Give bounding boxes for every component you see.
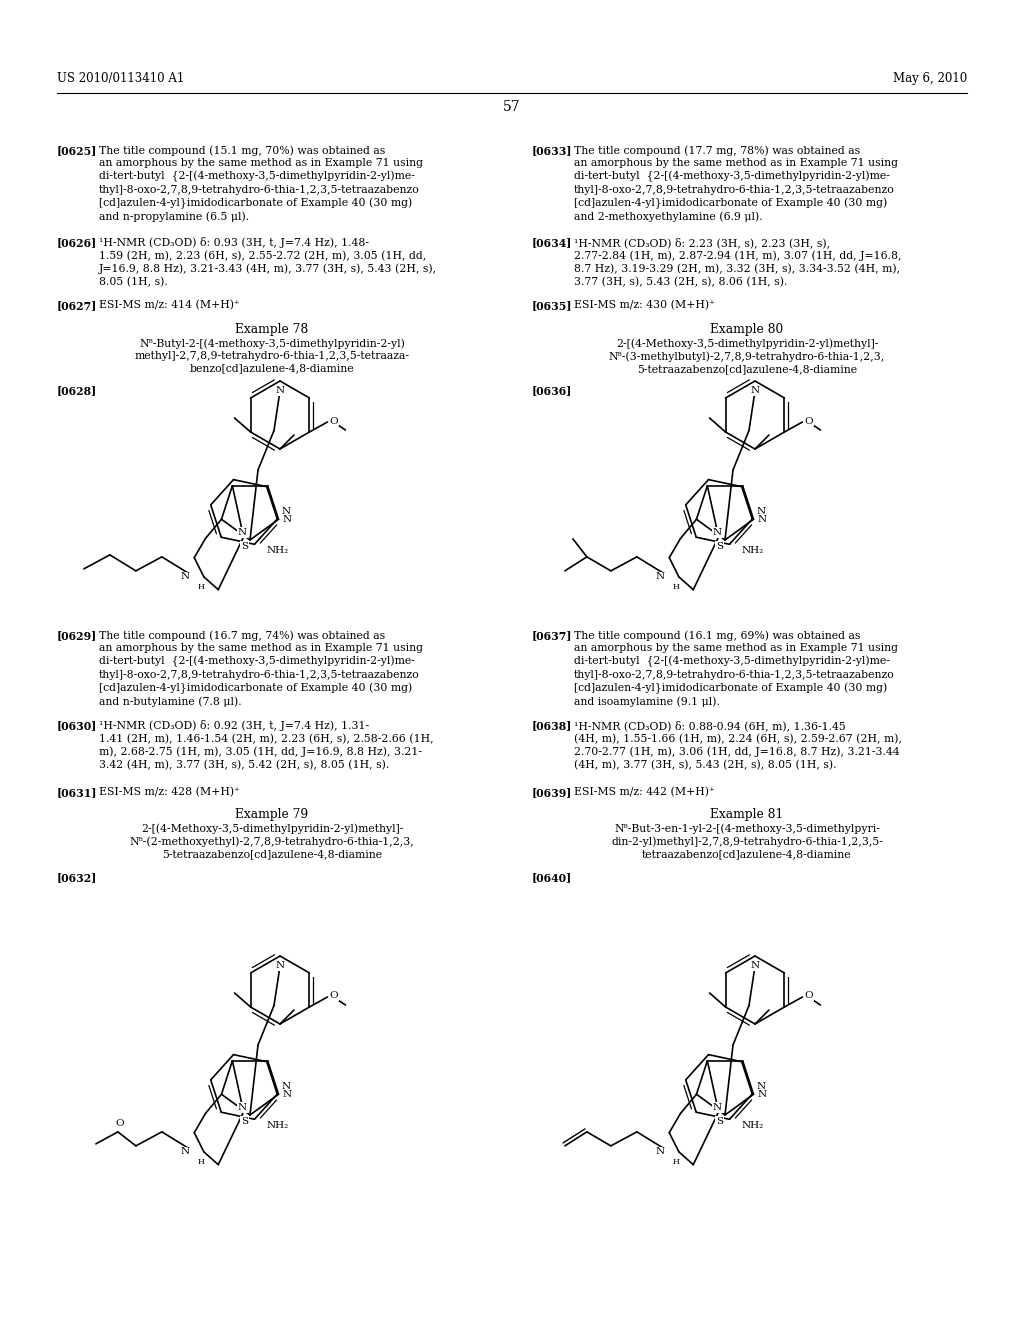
Text: [0637]: [0637] (532, 630, 572, 642)
Text: [0626]: [0626] (57, 238, 97, 248)
Text: [0635]: [0635] (532, 300, 572, 312)
Text: N: N (181, 573, 189, 581)
Text: Example 81: Example 81 (711, 808, 783, 821)
Text: N: N (757, 1082, 766, 1092)
Text: S: S (716, 1117, 723, 1126)
Text: S: S (241, 1117, 248, 1126)
Text: [0640]: [0640] (532, 873, 572, 883)
Text: N: N (757, 515, 766, 524)
Text: N: N (655, 1147, 665, 1156)
Text: [0638]: [0638] (532, 719, 572, 731)
Text: N: N (238, 1104, 247, 1111)
Text: H: H (673, 583, 680, 591)
Text: ¹H-NMR (CD₃OD) δ: 0.93 (3H, t, J=7.4 Hz), 1.48-
1.59 (2H, m), 2.23 (6H, s), 2.55: ¹H-NMR (CD₃OD) δ: 0.93 (3H, t, J=7.4 Hz)… (99, 238, 437, 288)
Text: N: N (751, 385, 760, 395)
Text: [0631]: [0631] (57, 787, 97, 799)
Text: NH₂: NH₂ (741, 1121, 764, 1130)
Text: S: S (716, 543, 723, 550)
Text: 2-[(4-Methoxy-3,5-dimethylpyridin-2-yl)methyl]-
N⁸-(3-methylbutyl)-2,7,8,9-tetra: 2-[(4-Methoxy-3,5-dimethylpyridin-2-yl)m… (609, 338, 885, 375)
Text: O: O (330, 991, 338, 1001)
Text: N: N (757, 1089, 766, 1098)
Text: N: N (655, 573, 665, 581)
Text: ¹H-NMR (CD₃OD) δ: 0.88-0.94 (6H, m), 1.36-1.45
(4H, m), 1.55-1.66 (1H, m), 2.24 : ¹H-NMR (CD₃OD) δ: 0.88-0.94 (6H, m), 1.3… (574, 719, 902, 770)
Text: S: S (241, 543, 248, 550)
Text: The title compound (15.1 mg, 70%) was obtained as
an amorphous by the same metho: The title compound (15.1 mg, 70%) was ob… (99, 145, 423, 222)
Text: [0633]: [0633] (532, 145, 572, 156)
Text: N: N (713, 528, 722, 537)
Text: N: N (282, 1082, 291, 1092)
Text: Example 80: Example 80 (711, 323, 783, 337)
Text: The title compound (16.1 mg, 69%) was obtained as
an amorphous by the same metho: The title compound (16.1 mg, 69%) was ob… (574, 630, 898, 708)
Text: O: O (805, 991, 813, 1001)
Text: N: N (283, 515, 292, 524)
Text: May 6, 2010: May 6, 2010 (893, 73, 967, 84)
Text: The title compound (16.7 mg, 74%) was obtained as
an amorphous by the same metho: The title compound (16.7 mg, 74%) was ob… (99, 630, 423, 708)
Text: [0625]: [0625] (57, 145, 97, 156)
Text: ESI-MS m/z: 414 (M+H)⁺: ESI-MS m/z: 414 (M+H)⁺ (99, 300, 240, 310)
Text: N⁸-Butyl-2-[(4-methoxy-3,5-dimethylpyridin-2-yl)
methyl]-2,7,8,9-tetrahydro-6-th: N⁸-Butyl-2-[(4-methoxy-3,5-dimethylpyrid… (134, 338, 410, 374)
Text: [0639]: [0639] (532, 787, 572, 799)
Text: H: H (673, 1158, 680, 1166)
Text: N⁸-But-3-en-1-yl-2-[(4-methoxy-3,5-dimethylpyri-
din-2-yl)methyl]-2,7,8,9-tetrah: N⁸-But-3-en-1-yl-2-[(4-methoxy-3,5-dimet… (611, 822, 883, 859)
Text: O: O (116, 1119, 124, 1127)
Text: [0636]: [0636] (532, 385, 572, 396)
Text: [0628]: [0628] (57, 385, 97, 396)
Text: O: O (805, 417, 813, 425)
Text: [0629]: [0629] (57, 630, 97, 642)
Text: NH₂: NH₂ (741, 546, 764, 556)
Text: N: N (282, 507, 291, 516)
Text: Example 78: Example 78 (236, 323, 308, 337)
Text: N: N (757, 507, 766, 516)
Text: NH₂: NH₂ (266, 546, 289, 556)
Text: [0627]: [0627] (57, 300, 97, 312)
Text: N: N (751, 961, 760, 970)
Text: N: N (275, 961, 285, 970)
Text: [0632]: [0632] (57, 873, 97, 883)
Text: ¹H-NMR (CD₃OD) δ: 2.23 (3H, s), 2.23 (3H, s),
2.77-2.84 (1H, m), 2.87-2.94 (1H, : ¹H-NMR (CD₃OD) δ: 2.23 (3H, s), 2.23 (3H… (574, 238, 901, 288)
Text: H: H (198, 1158, 205, 1166)
Text: [0634]: [0634] (532, 238, 572, 248)
Text: N: N (238, 528, 247, 537)
Text: N: N (275, 385, 285, 395)
Text: ¹H-NMR (CD₃OD) δ: 0.92 (3H, t, J=7.4 Hz), 1.31-
1.41 (2H, m), 1.46-1.54 (2H, m),: ¹H-NMR (CD₃OD) δ: 0.92 (3H, t, J=7.4 Hz)… (99, 719, 433, 771)
Text: NH₂: NH₂ (266, 1121, 289, 1130)
Text: The title compound (17.7 mg, 78%) was obtained as
an amorphous by the same metho: The title compound (17.7 mg, 78%) was ob… (574, 145, 898, 222)
Text: [0630]: [0630] (57, 719, 97, 731)
Text: ESI-MS m/z: 430 (M+H)⁺: ESI-MS m/z: 430 (M+H)⁺ (574, 300, 715, 310)
Text: US 2010/0113410 A1: US 2010/0113410 A1 (57, 73, 184, 84)
Text: 57: 57 (503, 100, 521, 114)
Text: N: N (713, 1104, 722, 1111)
Text: 2-[(4-Methoxy-3,5-dimethylpyridin-2-yl)methyl]-
N⁸-(2-methoxyethyl)-2,7,8,9-tetr: 2-[(4-Methoxy-3,5-dimethylpyridin-2-yl)m… (130, 822, 415, 859)
Text: N: N (181, 1147, 189, 1156)
Text: ESI-MS m/z: 428 (M+H)⁺: ESI-MS m/z: 428 (M+H)⁺ (99, 787, 240, 797)
Text: N: N (283, 1089, 292, 1098)
Text: ESI-MS m/z: 442 (M+H)⁺: ESI-MS m/z: 442 (M+H)⁺ (574, 787, 715, 797)
Text: O: O (330, 417, 338, 425)
Text: H: H (198, 583, 205, 591)
Text: Example 79: Example 79 (236, 808, 308, 821)
